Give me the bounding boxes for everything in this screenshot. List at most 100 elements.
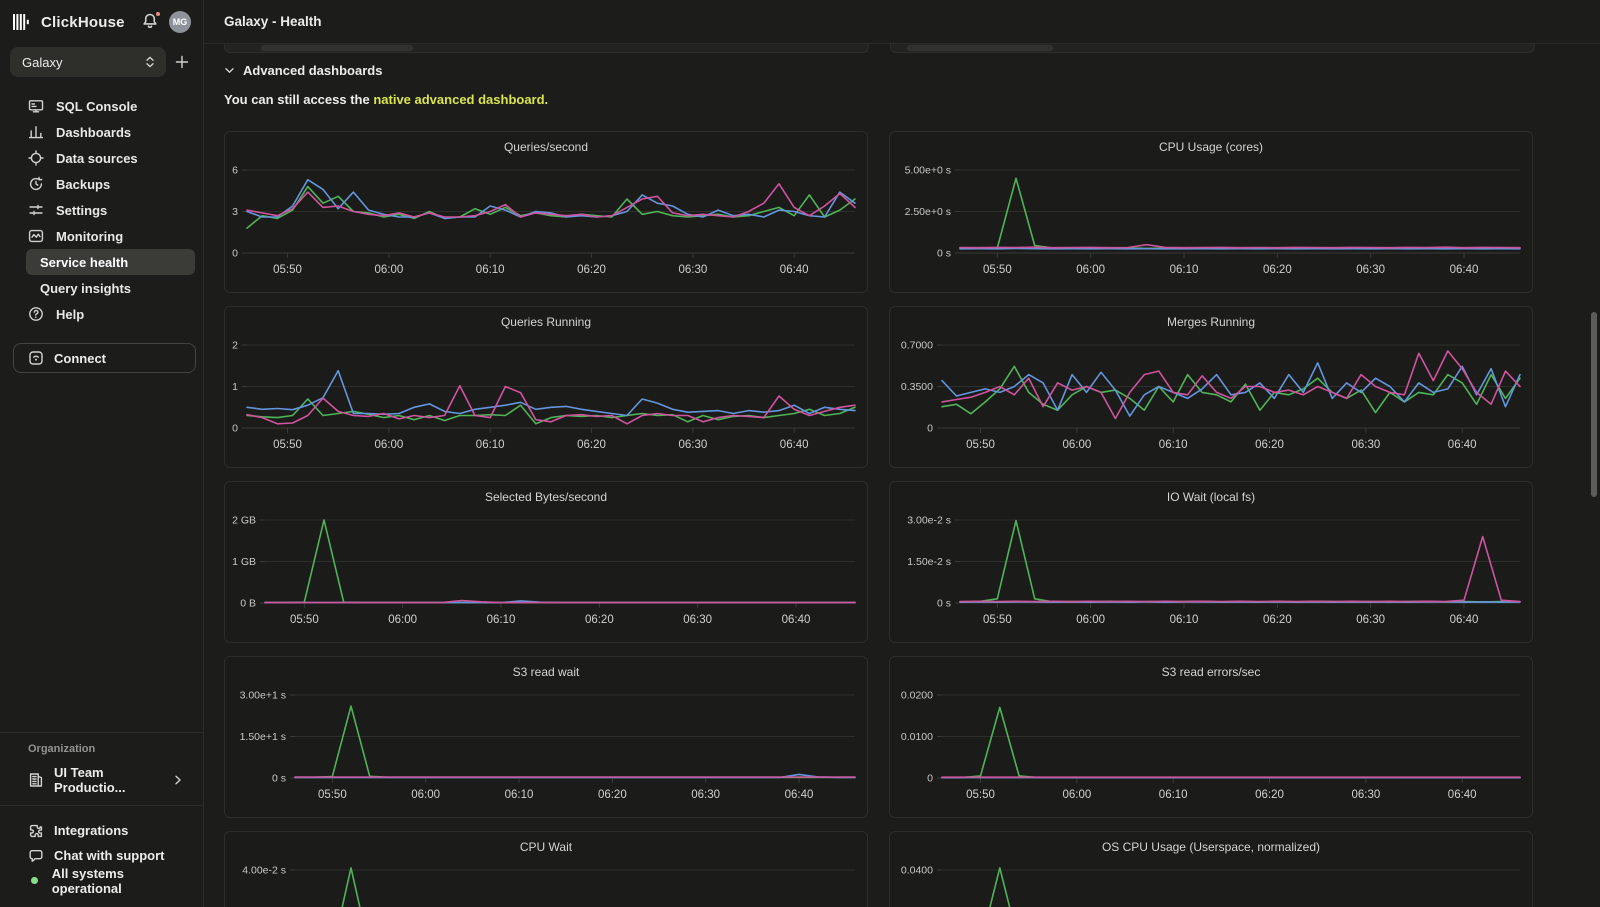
avatar[interactable]: MG bbox=[169, 11, 191, 33]
sidebar-item-label: Service health bbox=[40, 254, 129, 270]
partial-panel-left bbox=[224, 44, 869, 53]
chart-plot-io-wait-local-fs[interactable]: 3.00e-2 s 1.50e-2 s 0 s 05:50 06:00 06:10 06:2… bbox=[890, 482, 1532, 642]
series-green bbox=[941, 365, 1521, 415]
chart-plot-s3-read-wait[interactable]: 3.00e+1 s 1.50e+1 s 0 s 05:50 06:00 06:10 06:2… bbox=[225, 657, 867, 817]
svg-text:06:00: 06:00 bbox=[1062, 789, 1091, 801]
chart-panel-s3-read-errors-sec[interactable]: S3 read errors/sec 0.0200 0.0100 0 05:50 06:0… bbox=[889, 656, 1533, 818]
sidebar-item-label: Data sources bbox=[56, 150, 138, 166]
section-title: Advanced dashboards bbox=[243, 62, 383, 78]
sidebar-item-help[interactable]: Help bbox=[0, 301, 203, 327]
chart-panel-io-wait-local-fs[interactable]: IO Wait (local fs) 3.00e-2 s 1.50e-2 s 0 s 0… bbox=[889, 481, 1533, 643]
system-status[interactable]: All systems operational bbox=[28, 866, 191, 896]
service-selector-value: Galaxy bbox=[22, 54, 63, 70]
svg-text:06:00: 06:00 bbox=[1076, 264, 1105, 276]
sidebar-item-dashboards[interactable]: Dashboards bbox=[0, 119, 203, 145]
advanced-dashboards-toggle[interactable]: Advanced dashboards bbox=[224, 61, 1535, 79]
sidebar-item-query-insights[interactable]: Query insights bbox=[26, 275, 195, 301]
chevron-down-icon bbox=[224, 65, 235, 76]
svg-text:06:40: 06:40 bbox=[1448, 789, 1477, 801]
chart-plot-selected-bytes-second[interactable]: 2 GB 1 GB 0 B 05:50 06:00 06:10 06:20 06:30 06:4… bbox=[225, 482, 867, 642]
sidebar-item-integrations[interactable]: Integrations bbox=[28, 818, 191, 843]
svg-text:06:20: 06:20 bbox=[1263, 614, 1292, 626]
connect-icon bbox=[28, 350, 44, 366]
svg-text:3: 3 bbox=[232, 206, 238, 218]
chart-title: Merges Running bbox=[1166, 315, 1256, 329]
sidebar-item-label: Chat with support bbox=[54, 848, 165, 863]
sidebar-item-settings[interactable]: Settings bbox=[0, 197, 203, 223]
svg-text:3.00e+1 s: 3.00e+1 s bbox=[240, 690, 286, 702]
chart-panel-queries-running[interactable]: Queries Running 2 1 0 05:50 06:00 06:10 06:20 06… bbox=[224, 306, 868, 468]
svg-text:06:40: 06:40 bbox=[785, 789, 814, 801]
chart-title: CPU Wait bbox=[519, 840, 573, 854]
svg-text:0: 0 bbox=[232, 423, 238, 435]
charts-grid: Queries/second 6 3 0 05:50 06:00 06:10 06:20 06:… bbox=[224, 131, 1535, 907]
brand-name: ClickHouse bbox=[41, 13, 125, 31]
notifications-bell-icon[interactable] bbox=[141, 10, 162, 32]
svg-text:0 s: 0 s bbox=[937, 248, 951, 260]
sidebar-item-sql-console[interactable]: SQL Console bbox=[0, 93, 203, 119]
sidebar: ClickHouse MG Galaxy SQL Console bbox=[0, 0, 204, 907]
svg-text:2.50e+0 s: 2.50e+0 s bbox=[905, 206, 951, 218]
chart-panel-queries-second[interactable]: Queries/second 6 3 0 05:50 06:00 06:10 06:20 06:… bbox=[224, 131, 868, 293]
chart-plot-s3-read-errors-sec[interactable]: 0.0200 0.0100 0 05:50 06:00 06:10 06:20 06:30 06… bbox=[890, 657, 1532, 817]
svg-text:06:30: 06:30 bbox=[678, 439, 707, 451]
chart-panel-os-cpu-usage-userspace-normalized[interactable]: OS CPU Usage (Userspace, normalized) 0.04… bbox=[889, 831, 1533, 907]
svg-text:0: 0 bbox=[927, 773, 933, 785]
sidebar-item-monitoring[interactable]: Monitoring bbox=[0, 223, 203, 249]
vertical-scrollbar-thumb[interactable] bbox=[1591, 312, 1597, 497]
series-magenta bbox=[959, 243, 1521, 249]
svg-text:0.7000: 0.7000 bbox=[901, 340, 933, 352]
chart-plot-merges-running[interactable]: 0.7000 0.3500 0 05:50 06:00 06:10 06:20 06:30 06… bbox=[890, 307, 1532, 467]
organization-switcher[interactable]: UI Team Productio... bbox=[28, 765, 191, 795]
svg-text:06:20: 06:20 bbox=[577, 439, 606, 451]
chart-title: Queries/second bbox=[503, 140, 589, 154]
scrolled-panels-remnant bbox=[224, 44, 1535, 53]
svg-text:0.0400: 0.0400 bbox=[901, 865, 933, 877]
chart-plot-cpu-wait[interactable]: 4.00e-2 s2.00e-2 s0 s05:5006:0006:1006:2… bbox=[225, 832, 867, 907]
chart-panel-s3-read-wait[interactable]: S3 read wait 3.00e+1 s 1.50e+1 s 0 s 05:50 06… bbox=[224, 656, 868, 818]
svg-text:0.0100: 0.0100 bbox=[901, 731, 933, 743]
sidebar-bottom: Organization UI Team Productio... Integr… bbox=[0, 732, 203, 907]
sidebar-item-service-health[interactable]: Service health bbox=[26, 249, 195, 275]
svg-text:06:00: 06:00 bbox=[411, 789, 440, 801]
chart-plot-queries-running[interactable]: 2 1 0 05:50 06:00 06:10 06:20 06:30 06:40 bbox=[225, 307, 867, 467]
sidebar-item-chat-support[interactable]: Chat with support bbox=[28, 843, 191, 868]
help-icon bbox=[28, 306, 44, 322]
connect-button[interactable]: Connect bbox=[13, 343, 196, 373]
svg-text:06:40: 06:40 bbox=[1450, 614, 1479, 626]
svg-text:06:00: 06:00 bbox=[374, 439, 403, 451]
chart-panel-merges-running[interactable]: Merges Running 0.7000 0.3500 0 05:50 06:00 06:… bbox=[889, 306, 1533, 468]
svg-text:2 GB: 2 GB bbox=[232, 515, 256, 527]
svg-text:06:10: 06:10 bbox=[487, 614, 516, 626]
chart-plot-os-cpu-usage-userspace-normalized[interactable]: 0.04000.0200005:5006:0006:1006:2006:3006… bbox=[890, 832, 1532, 907]
clickhouse-logo-icon bbox=[12, 13, 32, 31]
svg-text:06:20: 06:20 bbox=[598, 789, 627, 801]
svg-text:06:10: 06:10 bbox=[1159, 789, 1188, 801]
sidebar-item-label: Dashboards bbox=[56, 124, 132, 140]
monitor-icon bbox=[28, 98, 44, 114]
chart-plot-queries-second[interactable]: 6 3 0 05:50 06:00 06:10 06:20 06:30 06:40 bbox=[225, 132, 867, 292]
organization-name: UI Team Productio... bbox=[54, 765, 126, 795]
svg-text:06:20: 06:20 bbox=[1255, 789, 1284, 801]
chart-plot-cpu-usage-cores[interactable]: 5.00e+0 s 2.50e+0 s 0 s 05:50 06:00 06:10 06:2… bbox=[890, 132, 1532, 292]
chart-panel-selected-bytes-second[interactable]: Selected Bytes/second 2 GB 1 GB 0 B 05:50 06:… bbox=[224, 481, 868, 643]
series-green bbox=[941, 706, 1521, 779]
svg-text:06:40: 06:40 bbox=[780, 264, 809, 276]
series-blue bbox=[246, 178, 856, 220]
service-selector[interactable]: Galaxy bbox=[10, 47, 166, 77]
chart-panel-cpu-usage-cores[interactable]: CPU Usage (cores) 5.00e+0 s 2.50e+0 s 0 s 05… bbox=[889, 131, 1533, 293]
organization-label: Organization bbox=[28, 743, 96, 755]
svg-text:1: 1 bbox=[232, 381, 238, 393]
sidebar-item-data-sources[interactable]: Data sources bbox=[0, 145, 203, 171]
svg-text:05:50: 05:50 bbox=[273, 264, 302, 276]
chart-title: Selected Bytes/second bbox=[484, 490, 608, 504]
add-service-button[interactable] bbox=[170, 47, 193, 77]
native-dashboard-link[interactable]: native advanced dashboard. bbox=[373, 92, 549, 107]
sidebar-item-label: Query insights bbox=[40, 280, 132, 296]
svg-text:05:50: 05:50 bbox=[983, 264, 1012, 276]
partial-pill bbox=[261, 45, 413, 51]
sidebar-item-backups[interactable]: Backups bbox=[0, 171, 203, 197]
svg-text:06:00: 06:00 bbox=[388, 614, 417, 626]
